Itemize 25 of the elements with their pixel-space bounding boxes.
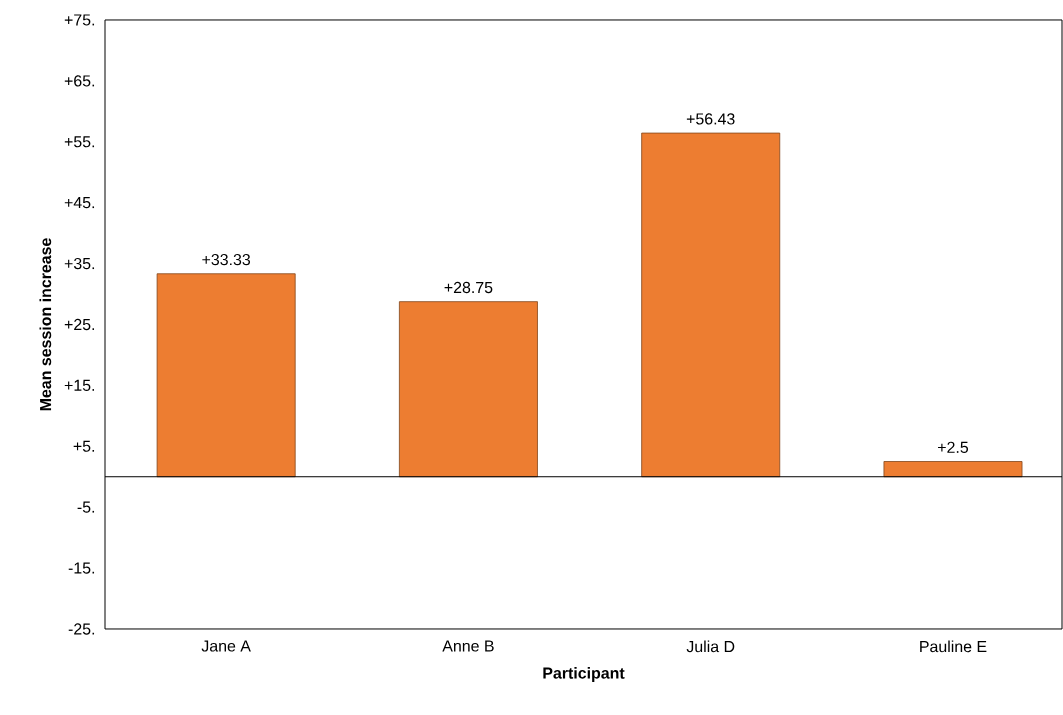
data-label: +56.43 xyxy=(686,113,735,125)
y-tick-label: +65. xyxy=(64,75,95,87)
data-label: +2.5 xyxy=(938,441,969,453)
y-axis-title: Mean session increase xyxy=(39,238,52,411)
data-label: +33.33 xyxy=(202,253,251,266)
bar xyxy=(641,132,781,478)
y-tick-label: -15. xyxy=(68,562,95,574)
y-tick-label: +25. xyxy=(64,318,95,331)
y-tick-label: +45. xyxy=(64,197,95,209)
y-tick-label: +15. xyxy=(64,379,95,391)
bar xyxy=(883,461,1023,478)
y-tick-label: +5. xyxy=(73,440,95,452)
y-tick-label: -5. xyxy=(77,501,95,513)
y-tick-label: -25. xyxy=(68,623,95,635)
y-tick-label: +35. xyxy=(64,257,95,270)
y-tick-label: +75. xyxy=(64,14,95,26)
x-tick-label: Pauline E xyxy=(920,640,987,653)
x-tick-label: Anne B xyxy=(442,640,494,652)
data-label: +28.75 xyxy=(444,281,493,294)
bar xyxy=(398,301,538,478)
y-tick-label: +55. xyxy=(64,136,95,148)
bar xyxy=(156,273,296,478)
x-tick-label: Jane A xyxy=(201,640,251,652)
x-tick-label: Julia D xyxy=(686,640,735,653)
x-axis-title: Participant xyxy=(543,667,625,682)
